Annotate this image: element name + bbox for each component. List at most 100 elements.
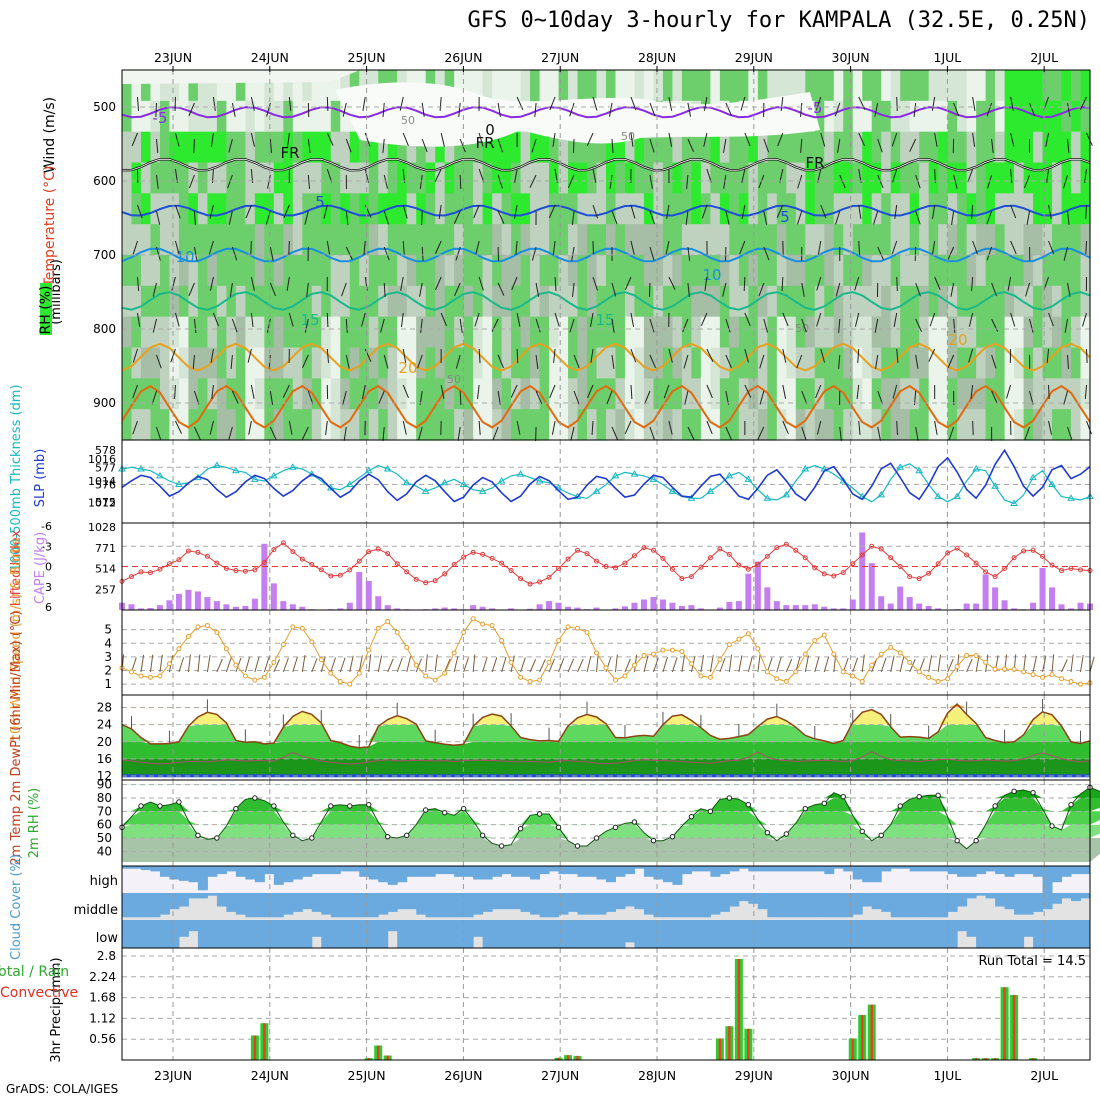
rh-cell — [919, 348, 929, 379]
rh-cell — [160, 348, 170, 379]
temp-band — [122, 708, 1090, 725]
surface-barb — [454, 656, 458, 672]
cloud-bar — [1014, 893, 1024, 915]
rh-cell — [843, 163, 853, 194]
rh-cell — [853, 101, 863, 132]
rh-cell — [198, 286, 208, 317]
date-label-bottom: 27JUN — [541, 1068, 579, 1083]
cloud-bar — [530, 920, 540, 948]
rh-cell — [1071, 101, 1081, 132]
rh-cell — [824, 193, 834, 224]
cape-bar — [375, 596, 381, 610]
rh-cell — [720, 70, 730, 101]
rh-cell — [397, 378, 407, 409]
rh-cell — [653, 286, 663, 317]
cloud-bar — [321, 920, 331, 948]
rh-cell — [843, 255, 853, 286]
cloud-bar — [122, 893, 132, 917]
wind-line — [122, 619, 1090, 685]
date-label-top: 2JUL — [1030, 50, 1058, 65]
surface-barb — [1062, 659, 1068, 672]
rh-marker — [423, 808, 427, 812]
rh-cell — [378, 255, 388, 286]
rh-cell — [634, 317, 644, 348]
cloud-bar — [853, 866, 863, 880]
cloud-bar — [1081, 893, 1091, 898]
surface-barb — [1081, 655, 1084, 672]
rh-cell — [682, 70, 692, 101]
rh-cell — [359, 286, 369, 317]
cloud-bar — [767, 866, 777, 871]
cloud-bar — [843, 920, 853, 948]
wind-marker — [623, 674, 627, 678]
rh-cell — [217, 409, 227, 440]
rh-cell — [796, 348, 806, 379]
cape-bar — [622, 606, 628, 610]
rh-cell — [720, 348, 730, 379]
rh-cell — [530, 255, 540, 286]
cloud-bar — [682, 920, 692, 948]
wind-marker — [519, 675, 523, 679]
rh-cell — [283, 409, 293, 440]
wind-tick: 1 — [104, 677, 112, 691]
wind-marker — [889, 645, 893, 649]
cloud-bar — [388, 920, 398, 931]
cloud-bar — [891, 893, 901, 917]
cloud-bar — [226, 893, 236, 912]
cloud-bar — [900, 893, 910, 917]
rh-cell — [853, 70, 863, 101]
wind-marker — [424, 674, 428, 678]
rh-cell — [312, 163, 322, 194]
rh-cell — [758, 224, 768, 255]
cloud-bar — [236, 893, 246, 915]
cloud-bar — [207, 866, 217, 877]
rh-cell — [521, 378, 531, 409]
date-label-top: 1JUL — [934, 50, 962, 65]
rh-cell — [274, 286, 284, 317]
rh-cell — [587, 409, 597, 440]
date-label-bottom: 29JUN — [735, 1068, 773, 1083]
rh-cell — [948, 255, 958, 286]
rh-cell — [1005, 193, 1015, 224]
rh-cell — [255, 378, 265, 409]
rh-cell — [464, 409, 474, 440]
surface-barb — [397, 658, 402, 672]
slp-tick: 1012 — [88, 497, 116, 510]
rh-cell — [957, 163, 967, 194]
rh-cell — [834, 409, 844, 440]
rh-cell — [521, 70, 531, 101]
rh-cell — [967, 255, 977, 286]
rh-cell — [900, 255, 910, 286]
rh-marker — [386, 834, 390, 838]
surface-barb — [805, 656, 808, 672]
cloud-bar — [331, 920, 341, 948]
rh-cell — [198, 378, 208, 409]
rh-cell — [815, 224, 825, 255]
cloud-bar — [1071, 866, 1081, 874]
rh-cell — [720, 224, 730, 255]
rh-cell — [1024, 348, 1034, 379]
cloud-bar — [445, 920, 455, 948]
rh-cell — [625, 317, 635, 348]
cloud-bar — [435, 866, 445, 874]
rh-cell — [824, 409, 834, 440]
slp-tick: 1016 — [88, 453, 116, 466]
cloud-bar — [957, 920, 967, 931]
cloud-bar — [1071, 920, 1081, 948]
cloud-bar — [701, 866, 711, 871]
rh-marker — [746, 802, 750, 806]
cloud-bar — [150, 893, 160, 917]
rh-cell — [995, 163, 1005, 194]
rh-cell — [653, 317, 663, 348]
rh-cell — [587, 70, 597, 101]
wind-marker — [680, 649, 684, 653]
rh-cell — [615, 163, 625, 194]
rh-cell — [255, 224, 265, 255]
cape-bar — [166, 600, 172, 610]
surface-barb — [331, 657, 336, 672]
rh-cell — [682, 348, 692, 379]
rh-cell — [1071, 163, 1081, 194]
rh-cell — [1014, 224, 1024, 255]
surface-barb — [283, 658, 288, 672]
rh-cell — [540, 286, 550, 317]
